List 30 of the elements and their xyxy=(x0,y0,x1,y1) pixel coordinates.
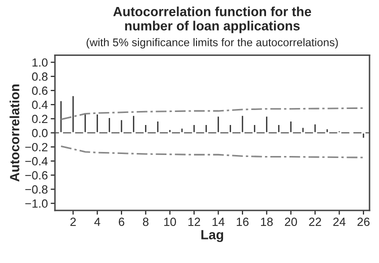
chart-title: Autocorrelation function for the number of loan applications xyxy=(113,6,312,34)
y-tick-label: 0.8 xyxy=(32,72,48,81)
x-tick-label: 22 xyxy=(309,218,322,226)
y-tick-label: −0.6 xyxy=(25,171,48,180)
x-tick-label: 2 xyxy=(70,218,76,226)
x-tick-label: 6 xyxy=(118,218,124,226)
x-tick-label: 10 xyxy=(164,218,176,226)
x-tick-label: 12 xyxy=(188,218,200,226)
x-tick-label: 16 xyxy=(236,218,249,226)
line-series xyxy=(60,145,364,158)
x-tick-label: 4 xyxy=(94,218,100,226)
x-tick-label: 24 xyxy=(333,218,346,226)
y-tick-label: −1.0 xyxy=(25,199,48,208)
y-tick-label: −0.4 xyxy=(25,157,48,166)
x-tick-label: 26 xyxy=(358,218,370,226)
x-tick-label: 18 xyxy=(261,218,273,226)
x-axis-title: Lag xyxy=(201,230,224,242)
x-tick-label: 20 xyxy=(284,218,297,226)
y-tick-label: 0.4 xyxy=(32,100,48,109)
x-tick-label: 8 xyxy=(142,218,148,226)
y-tick-label: 0.2 xyxy=(32,114,48,124)
line-series xyxy=(60,107,364,120)
y-tick-label: 1.0 xyxy=(32,58,48,67)
x-tick-label: 14 xyxy=(212,218,225,226)
y-tick-label: −0.8 xyxy=(25,185,48,194)
y-tick-label: −0.2 xyxy=(25,142,48,152)
y-axis-title: Autocorrelation xyxy=(10,84,20,182)
chart-subtitle: (with 5% significance limits for the autocorrelations) xyxy=(86,38,338,48)
y-tick-label: 0.0 xyxy=(32,128,48,138)
y-tick-label: 0.6 xyxy=(32,86,48,95)
